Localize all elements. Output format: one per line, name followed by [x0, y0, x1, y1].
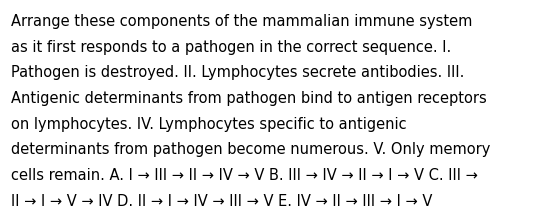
Text: Arrange these components of the mammalian immune system: Arrange these components of the mammalia… — [11, 14, 473, 29]
Text: on lymphocytes. IV. Lymphocytes specific to antigenic: on lymphocytes. IV. Lymphocytes specific… — [11, 117, 407, 132]
Text: as it first responds to a pathogen in the correct sequence. I.: as it first responds to a pathogen in th… — [11, 40, 451, 55]
Text: cells remain. A. I → III → II → IV → V B. III → IV → II → I → V C. III →: cells remain. A. I → III → II → IV → V B… — [11, 168, 478, 183]
Text: determinants from pathogen become numerous. V. Only memory: determinants from pathogen become numero… — [11, 142, 490, 157]
Text: Antigenic determinants from pathogen bind to antigen receptors: Antigenic determinants from pathogen bin… — [11, 91, 487, 106]
Text: II → I → V → IV D. II → I → IV → III → V E. IV → II → III → I → V: II → I → V → IV D. II → I → IV → III → V… — [11, 194, 432, 209]
Text: Pathogen is destroyed. II. Lymphocytes secrete antibodies. III.: Pathogen is destroyed. II. Lymphocytes s… — [11, 65, 464, 80]
